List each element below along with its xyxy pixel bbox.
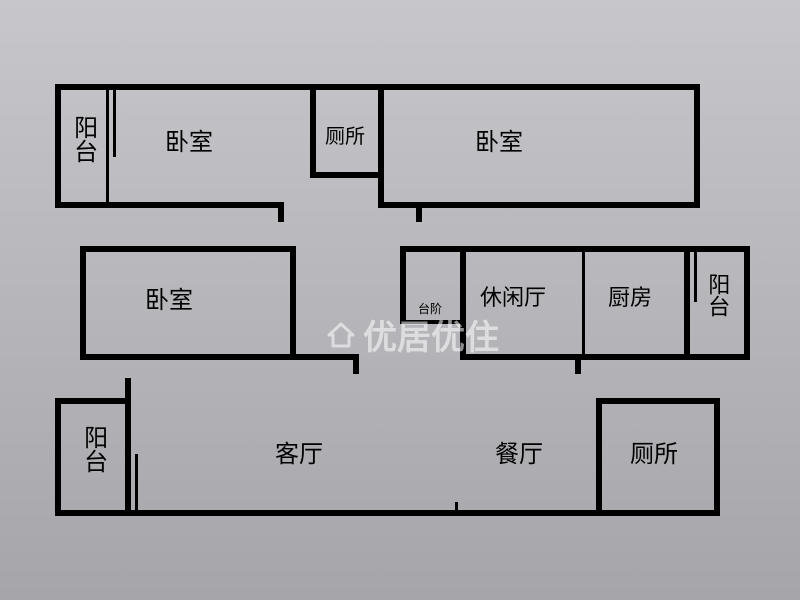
label-toilet-bottom: 厕所 [630,442,678,470]
floor-plan: 阳台 卧室 厕所 卧室 卧室 休闲厅 厨房 阳台 台阶 阳台 客厅 餐厅 厕所 … [0,0,800,600]
wall [400,246,750,252]
label-stairs: 台阶 [418,303,442,317]
label-balcony-right: 阳台 [705,273,730,317]
wall [596,398,602,516]
wall [55,202,284,208]
wall [378,202,700,208]
wall [310,84,316,178]
label-living-room: 客厅 [275,442,323,470]
wall [694,252,697,302]
label-toilet-top: 厕所 [325,126,365,149]
wall [135,454,138,512]
wall [290,246,296,360]
wall [575,354,581,374]
wall [55,398,61,516]
wall [55,510,720,516]
wall [310,172,384,178]
wall [460,246,466,360]
wall [460,354,750,360]
wall [353,354,359,374]
wall [106,90,109,205]
label-bedroom-top-right: 卧室 [475,130,523,158]
label-bedroom-top-left: 卧室 [165,130,213,158]
wall [596,398,720,404]
wall [278,202,284,222]
label-leisure-hall: 休闲厅 [480,285,546,310]
label-balcony-bottom-left: 阳台 [78,425,106,473]
wall [714,398,720,516]
wall [400,246,406,324]
wall [55,84,61,208]
label-dining-room: 餐厅 [495,442,543,470]
label-bedroom-mid-left: 卧室 [145,288,193,316]
wall [582,252,585,360]
label-balcony-top-left: 阳台 [68,115,96,163]
wall [744,246,750,360]
wall [80,246,86,360]
wall [400,320,464,324]
wall [125,398,131,516]
wall [113,90,116,157]
label-kitchen: 厨房 [608,285,652,310]
wall [684,246,690,360]
wall [80,246,296,252]
wall [55,398,131,404]
wall [455,502,458,514]
wall [416,202,422,222]
wall [378,84,384,208]
wall [80,354,359,360]
wall [694,84,700,208]
